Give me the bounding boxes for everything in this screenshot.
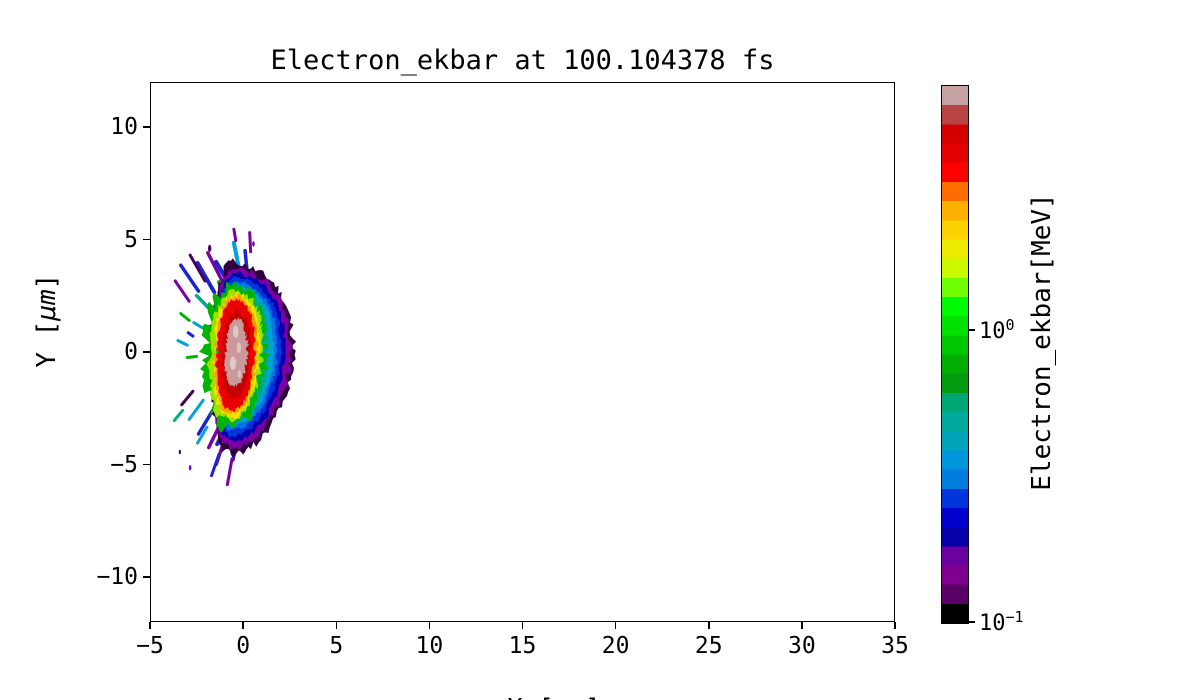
x-tick-mark xyxy=(801,622,803,629)
electron-energy-map xyxy=(151,83,297,623)
y-tick-mark xyxy=(143,576,150,578)
colorbar-tick-label: 10−1 xyxy=(979,607,1024,637)
x-tick-label: 0 xyxy=(236,633,251,659)
hot-core-fleck xyxy=(232,325,239,338)
chart-title: Electron_ekbar at 100.104378 fs xyxy=(270,45,775,76)
speck xyxy=(188,465,192,471)
x-axis-label-pre: X [ xyxy=(507,694,554,700)
filament-spike xyxy=(178,341,187,346)
filament-spike xyxy=(175,281,189,301)
x-tick-mark xyxy=(149,622,151,629)
hot-core-fleck xyxy=(237,370,242,379)
y-tick-mark xyxy=(143,463,150,466)
filament-spike xyxy=(189,400,203,419)
x-tick-mark xyxy=(894,622,896,629)
colorbar-tick-mark xyxy=(969,621,975,623)
colorbar-tick-label: 100 xyxy=(979,315,1015,345)
x-tick-mark xyxy=(521,622,524,629)
filament-spike xyxy=(187,356,196,357)
y-axis-label-post: ] xyxy=(32,273,62,290)
speck xyxy=(207,244,212,252)
x-axis-label-post: ] xyxy=(585,694,601,700)
colorbar-tick-exponent: 0 xyxy=(1005,315,1015,334)
y-tick-label: 10 xyxy=(110,114,138,140)
y-tick-label: 5 xyxy=(124,226,138,253)
y-tick-mark xyxy=(143,238,150,241)
x-tick-mark xyxy=(242,622,244,629)
x-tick-label: 5 xyxy=(329,633,344,659)
filament-spike xyxy=(181,314,189,321)
x-axis-label: X [μm] xyxy=(444,664,601,700)
filament-spike xyxy=(227,459,232,485)
filament-spike xyxy=(194,323,203,329)
y-tick-mark xyxy=(143,126,150,128)
x-tick-label: 10 xyxy=(415,633,444,659)
filament-spike xyxy=(198,263,215,292)
filament-spike xyxy=(174,410,182,420)
y-tick-label: −5 xyxy=(110,451,138,478)
y-tick-mark xyxy=(143,351,150,353)
hot-core-fleck xyxy=(236,341,242,353)
y-axis-label-pre: Y [ xyxy=(32,320,62,368)
contour-layer-rosy-center xyxy=(223,317,250,388)
x-tick-label: 20 xyxy=(601,633,630,659)
x-tick-label: 35 xyxy=(881,633,909,659)
filament-spike xyxy=(188,333,193,336)
filament-spike xyxy=(198,427,207,443)
x-tick-label: −5 xyxy=(136,633,164,659)
filament-spike xyxy=(212,454,219,475)
filament-spike xyxy=(182,391,193,405)
filament-spike xyxy=(197,296,209,308)
x-tick-label: 25 xyxy=(694,633,723,659)
colorbar-tick-exponent: −1 xyxy=(1005,607,1024,626)
y-tick-label: 0 xyxy=(124,339,138,365)
filament-spike xyxy=(208,253,225,286)
plot-canvas xyxy=(150,82,895,622)
speck xyxy=(252,241,255,247)
filament-spike xyxy=(181,265,199,291)
speck xyxy=(216,349,219,354)
colorbar xyxy=(941,85,969,624)
x-tick-mark xyxy=(335,622,337,629)
colorbar-tick-mark xyxy=(969,329,975,331)
filament-spike xyxy=(250,233,251,252)
y-axis-label: Y [μm] xyxy=(2,42,92,662)
x-axis-unit: μm xyxy=(554,694,585,700)
filament-spike xyxy=(190,255,205,281)
y-axis-unit: μm xyxy=(32,289,62,321)
speck xyxy=(178,449,181,455)
x-tick-label: 30 xyxy=(788,633,816,659)
x-tick-mark xyxy=(428,622,431,629)
x-tick-mark xyxy=(614,622,617,629)
hot-core-fleck xyxy=(229,356,236,370)
y-tick-label: −10 xyxy=(96,564,138,590)
colorbar-label: Electron_ekbar[MeV] xyxy=(1027,192,1057,491)
x-tick-mark xyxy=(708,622,710,629)
x-tick-label: 15 xyxy=(508,633,537,659)
filament-spike xyxy=(234,229,236,240)
